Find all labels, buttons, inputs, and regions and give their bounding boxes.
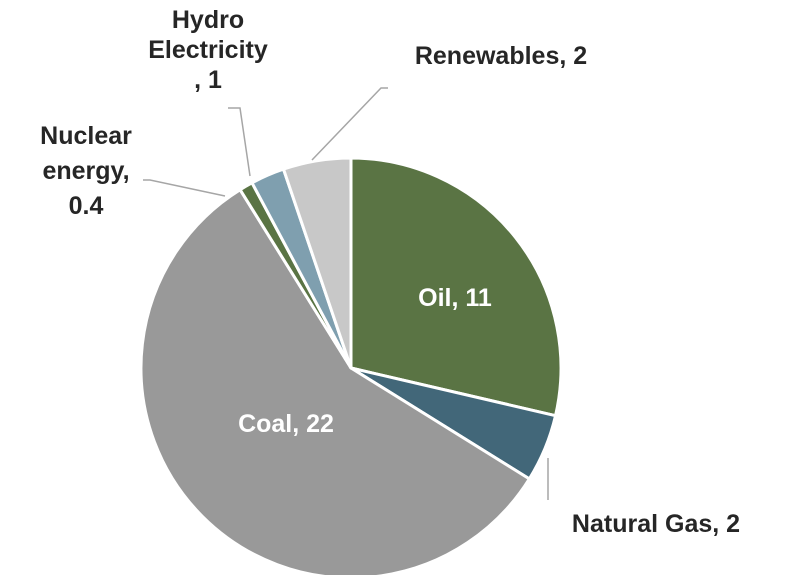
slice-label-coal: Coal, 22	[238, 410, 334, 438]
leader-line-hydro-electricity	[228, 107, 251, 177]
pie-slice-renewables	[282, 156, 353, 370]
leader-line-renewables	[311, 87, 388, 161]
leader-line-nuclear-energy	[143, 179, 226, 197]
slice-label-hydro-electricity: Hydro Electricity, 1	[148, 6, 268, 94]
slice-labels: Oil, 11 Natural Gas, 2 Coal, 22 Nuclear ener…	[40, 6, 740, 538]
pie-slice-coal	[139, 188, 531, 575]
slice-label-oil: Oil, 11	[418, 284, 492, 312]
slice-label-renewables: Renewables, 2	[415, 42, 587, 70]
slice-label-natural-gas: Natural Gas, 2	[572, 510, 740, 538]
pie-slice-oil	[349, 156, 563, 418]
leader-lines	[143, 87, 549, 500]
slice-label-nuclear-energy: Nuclear energy, 0.4	[40, 122, 132, 220]
pie-slices	[139, 156, 563, 575]
